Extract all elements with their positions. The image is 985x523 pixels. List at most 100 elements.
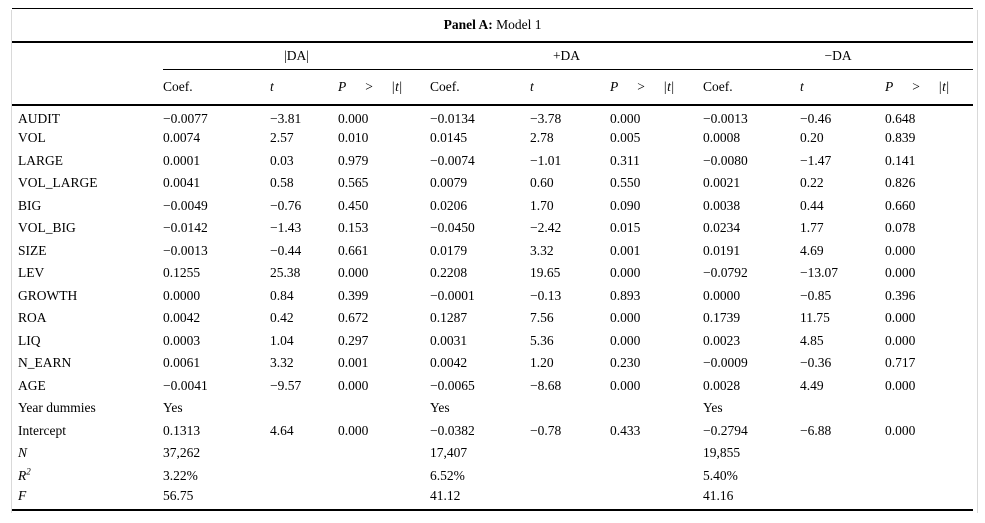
cell-coef: 0.0023 [703,332,741,348]
cell-coef: 0.0191 [703,242,741,258]
cell-coef: 0.0000 [703,287,741,303]
cell-p: 0.979 [338,152,369,168]
column-group-row: |DA| +DA −DA [12,41,974,70]
cell-coef: 41.16 [703,487,800,511]
cell-t: −0.44 [270,242,302,258]
cell-p: 0.015 [610,220,641,236]
row-label: Intercept [18,422,66,438]
cell-t: −3.78 [530,110,562,126]
row-label: N [18,445,28,461]
cell-coef: 0.0001 [163,152,201,168]
cell-p: 0.000 [610,265,641,281]
cell-t [530,397,610,420]
group-header-pos-da: +DA [430,41,703,70]
cell-p: 0.000 [885,332,916,348]
panel-title: Panel A: Model 1 [12,8,974,43]
cell-t [270,465,338,488]
table-row: LEV 0.1255 25.38 0.000 0.2208 19.65 0.00… [12,262,973,285]
cell-p: 0.672 [338,310,369,326]
table-row: GROWTH 0.0000 0.84 0.399 −0.0001 −0.13 0… [12,285,973,308]
row-label: VOL [18,130,46,146]
cell-p [885,442,973,465]
row-label: BIG [18,197,42,213]
cell-coef: 0.0038 [703,197,741,213]
cell-coef: 17,407 [430,445,468,461]
cell-t: −6.88 [800,422,832,438]
table-row: BIG −0.0049 −0.76 0.450 0.0206 1.70 0.09… [12,195,973,218]
row-label: AUDIT [18,110,60,126]
col-header-spacer [12,69,163,106]
cell-p: 0.000 [885,310,916,326]
table-row: VOL_BIG −0.0142 −1.43 0.153 −0.0450 −2.4… [12,217,973,240]
cell-p: 0.000 [338,422,369,438]
cell-p [338,442,430,465]
cell-coef: 3.22% [163,467,198,483]
cell-t: 1.04 [270,332,294,348]
cell-coef: 0.0042 [430,355,468,371]
cell-p: 0.000 [338,110,369,126]
cell-coef: −0.0049 [163,197,208,213]
cell-p [338,397,430,420]
row-label: LEV [18,265,45,281]
row-label: ROA [18,310,47,326]
cell-t [800,397,885,420]
cell-p: 0.000 [338,377,369,393]
cell-coef: 56.75 [163,487,270,511]
cell-t [800,465,885,488]
cell-t: 3.32 [530,242,554,258]
cell-p: 0.000 [610,110,641,126]
cell-t: 11.75 [800,310,830,326]
cell-coef: 0.1287 [430,310,468,326]
cell-p: 0.297 [338,332,369,348]
cell-p: 0.399 [338,287,369,303]
cell-t: 0.60 [530,175,554,191]
cell-coef: 0.1255 [163,265,201,281]
group-header-neg-da: −DA [703,41,974,70]
cell-t: 1.77 [800,220,824,236]
cell-p [610,465,703,488]
cell-t [270,487,338,511]
cell-coef: 0.0179 [430,242,468,258]
cell-t [800,487,885,511]
cell-t: 1.70 [530,197,554,213]
table-row: Year dummies Yes Yes Yes [12,397,973,420]
row-label: Year dummies [18,400,96,416]
group-header-abs-da: |DA| [163,41,430,70]
cell-coef: −0.0074 [430,152,475,168]
cell-t: 0.22 [800,175,824,191]
cell-coef: −0.0013 [163,242,208,258]
cell-p: 0.005 [610,130,641,146]
cell-t: 1.20 [530,355,554,371]
cell-t: −0.13 [530,287,562,303]
cell-coef: −0.0065 [430,377,475,393]
col-header-t: t [530,69,610,106]
cell-p [610,487,703,511]
cell-coef: 6.52% [430,467,465,483]
cell-t: −0.76 [270,197,302,213]
cell-coef: −0.0041 [163,377,208,393]
cell-p [885,397,973,420]
row-label: VOL_LARGE [18,175,98,191]
col-header-p: P > |t| [885,69,974,106]
cell-p: 0.000 [885,377,916,393]
cell-p: 0.826 [885,175,916,191]
cell-coef: 0.0042 [163,310,201,326]
cell-p: 0.565 [338,175,369,191]
cell-coef: 0.1739 [703,310,741,326]
panel-label: Panel A: [443,16,493,32]
cell-coef: −0.0142 [163,220,208,236]
row-label: LIQ [18,332,41,348]
cell-t: −3.81 [270,110,302,126]
cell-coef: Yes [430,400,450,416]
cell-t [530,465,610,488]
cell-p [338,465,430,488]
cell-p: 0.648 [885,110,916,126]
panel-model: Model 1 [496,16,542,32]
cell-p: 0.010 [338,130,369,146]
cell-t: 2.57 [270,130,294,146]
cell-coef: −0.0001 [430,287,475,303]
cell-p: 0.000 [885,422,916,438]
cell-p [885,487,974,511]
table-row: LIQ 0.0003 1.04 0.297 0.0031 5.36 0.000 … [12,330,973,353]
cell-coef: −0.0792 [703,265,748,281]
